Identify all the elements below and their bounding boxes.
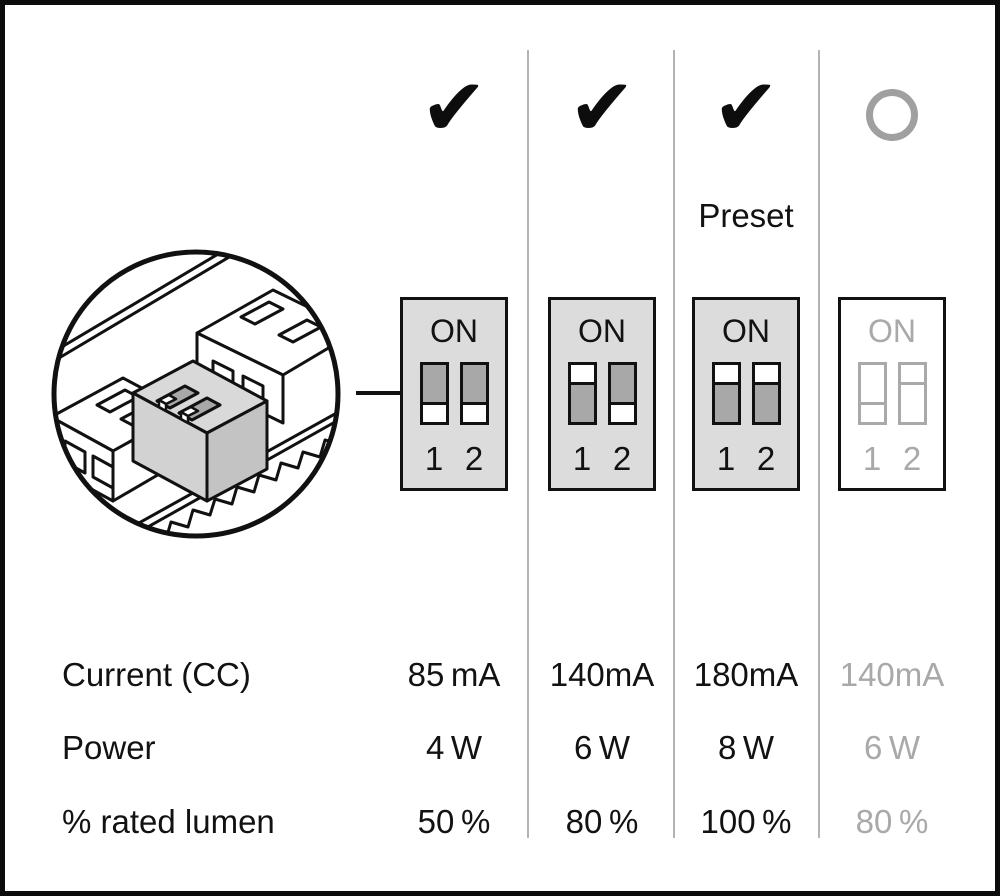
callout-line [356,391,400,395]
lumen-value: 50 % [417,803,491,840]
driver-dip-switch-illustration [51,249,341,539]
switch-number: 2 [902,440,922,477]
dip-switch-1 [711,362,741,425]
lumen-value: 80 % [565,803,639,840]
lumen-value: 80 % [855,803,929,840]
power-value: 8 W [717,729,775,766]
check-icon: ✔ [568,61,636,154]
switch-number: 2 [464,440,484,477]
magnifier-circle [51,249,341,539]
switch-number: 1 [424,440,444,477]
column-divider [673,50,675,838]
column-divider [818,50,820,838]
dip-switch-block [131,359,269,503]
zigzag-edge [125,438,338,536]
switch-knob [857,402,887,425]
current-value: 180mA [693,656,799,693]
power-value: 6 W [863,729,921,766]
current-value: 140mA [549,656,655,693]
table-row-lumen: % rated lumen 50 % 80 % 100 % 80 % [0,802,1000,842]
switch-number: 2 [612,440,632,477]
current-value: 140mA [839,656,945,693]
current-value: 85 mA [407,656,501,693]
chassis-edge-line [54,252,237,353]
switch-number: 2 [756,440,776,477]
dip-panel-setting-2: ON 1 2 [548,297,656,491]
switch-knob [607,402,637,425]
dip-switch-1 [857,362,887,425]
dip-switch-1 [419,362,449,425]
preset-label: Preset [698,197,794,234]
unselected-circle-icon [866,89,918,141]
column-divider [527,50,529,838]
switch-knob [419,402,449,425]
check-icon: ✔ [420,61,488,154]
switch-knob [711,362,741,385]
switch-number: 1 [716,440,736,477]
dip-switch-2 [459,362,489,425]
switch-knob [897,362,927,385]
switch-knob [567,362,597,385]
dip-panel-setting-4-alternative: ON 1 2 [838,297,946,491]
switch-number: 1 [862,440,882,477]
row-label: Power [62,729,156,766]
lumen-value: 100 % [700,803,792,840]
on-label: ON [578,313,626,349]
power-value: 4 W [425,729,483,766]
dip-switch-2 [897,362,927,425]
switch-knob [459,402,489,425]
table-row-power: Power 4 W 6 W 8 W 6 W [0,728,1000,768]
dip-switch-2 [751,362,781,425]
power-value: 6 W [573,729,631,766]
dip-switch-1 [567,362,597,425]
on-label: ON [722,313,770,349]
row-label: % rated lumen [62,803,275,840]
dip-switch-2 [607,362,637,425]
table-row-current: Current (CC) 85 mA 140mA 180mA 140mA [0,655,1000,695]
dip-panel-setting-1: ON 1 2 [400,297,508,491]
dip-panel-setting-3-preset: ON 1 2 [692,297,800,491]
on-label: ON [868,313,916,349]
switch-number: 1 [572,440,592,477]
on-label: ON [430,313,478,349]
row-label: Current (CC) [62,656,251,693]
check-icon: ✔ [712,61,780,154]
switch-knob [751,362,781,385]
